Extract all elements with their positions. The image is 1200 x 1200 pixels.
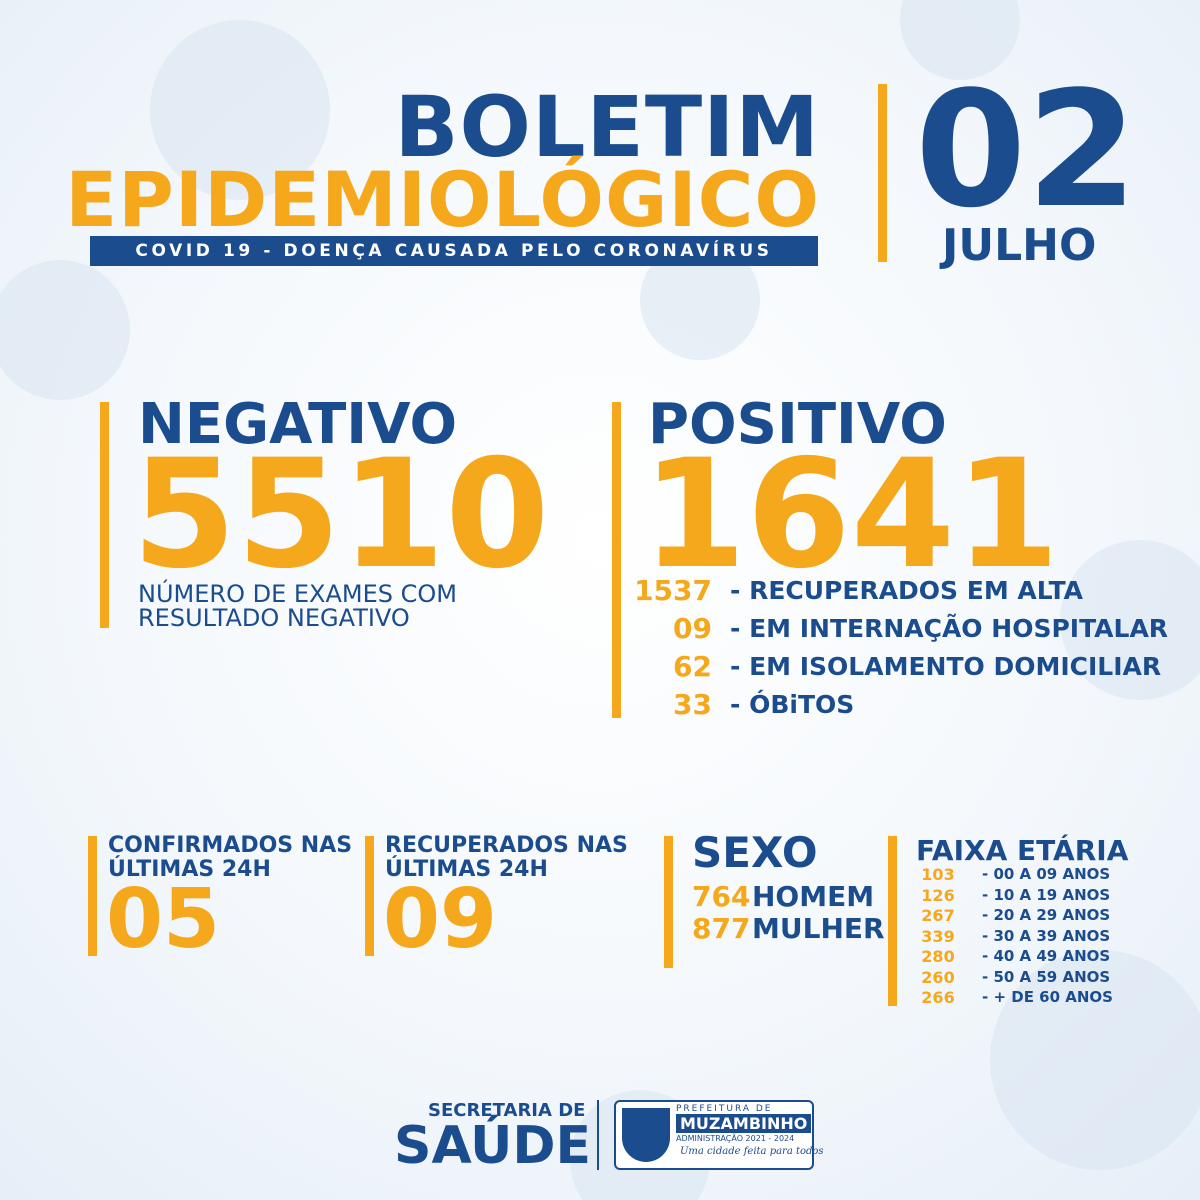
age-title: FAIXA ETÁRIA	[916, 834, 1129, 867]
subtitle-banner: COVID 19 - DOENÇA CAUSADA PELO CORONAVÍR…	[90, 236, 818, 266]
footer-saude: SAÚDE	[394, 1116, 592, 1176]
breakdown-value: 33	[673, 688, 712, 721]
age-label: - 30 A 39 ANOS	[982, 926, 1111, 945]
age-label: - 00 A 09 ANOS	[982, 865, 1111, 883]
breakdown-label: - EM INTERNAÇÃO HOSPITALAR	[730, 614, 1169, 643]
age-value: 266	[921, 988, 955, 1007]
positive-label: POSITIVO	[648, 392, 947, 457]
sex-title: SEXO	[692, 828, 818, 877]
sex-value: 877	[692, 912, 751, 945]
age-label: - 10 A 19 ANOS	[982, 885, 1111, 904]
text: NÚMERO DE EXAMES COM	[138, 580, 457, 608]
age-value: 126	[921, 885, 955, 905]
breakdown-label: - RECUPERADOS EM ALTA	[730, 576, 1084, 605]
breakdown-value: 09	[673, 612, 712, 645]
logo-city: MUZAMBINHO	[676, 1114, 812, 1133]
divider	[365, 836, 374, 956]
divider	[612, 402, 621, 718]
text: ÚLTIMAS 24H	[108, 857, 271, 882]
age-label: - + DE 60 ANOS	[982, 988, 1113, 1006]
title-line-2: EPIDEMIOLÓGICO	[65, 155, 820, 244]
recovered-value: 09	[383, 872, 498, 967]
text: CONFIRMADOS NAS	[108, 833, 353, 858]
age-value: 260	[921, 967, 955, 987]
age-value: 267	[921, 906, 955, 925]
sex-value: 764	[692, 880, 751, 913]
recovered-label: RECUPERADOS NAS ÚLTIMAS 24H	[385, 834, 628, 882]
divider	[888, 836, 897, 1006]
text: RESULTADO NEGATIVO	[138, 604, 410, 632]
divider	[878, 84, 887, 262]
breakdown-value: 62	[673, 650, 712, 683]
age-label: - 40 A 49 ANOS	[982, 947, 1111, 965]
negative-label: NEGATIVO	[138, 392, 458, 457]
footer-secretaria: SECRETARIA DE	[428, 1100, 586, 1121]
logo-slogan: Uma cidade feita para todos	[680, 1146, 824, 1157]
day: 02	[915, 56, 1138, 243]
age-value: 103	[921, 865, 955, 884]
negative-description: NÚMERO DE EXAMES COM RESULTADO NEGATIVO	[138, 582, 457, 630]
text: ÚLTIMAS 24H	[385, 857, 548, 882]
divider	[88, 836, 97, 956]
confirmed-value: 05	[106, 872, 221, 967]
divider	[100, 402, 109, 628]
breakdown-label: - ÓBiTOS	[730, 690, 855, 719]
sex-label: MULHER	[752, 912, 885, 945]
age-label: - 20 A 29 ANOS	[982, 906, 1111, 924]
logo-admin: ADMINISTRAÇÃO 2021 - 2024	[676, 1134, 795, 1143]
logo-prefeitura: PREFEITURA DE	[676, 1104, 773, 1114]
title-line-1: BOLETIM	[394, 78, 820, 176]
month: JULHO	[942, 220, 1097, 271]
logo-crest	[622, 1108, 670, 1162]
breakdown-value: 1537	[634, 574, 712, 607]
age-label: - 50 A 59 ANOS	[982, 967, 1111, 986]
logo: PREFEITURA DE MUZAMBINHO ADMINISTRAÇÃO 2…	[614, 1100, 824, 1170]
positive-value: 1641	[642, 428, 1060, 602]
divider	[664, 836, 673, 968]
sex-label: HOMEM	[752, 880, 875, 913]
negative-value: 5510	[132, 428, 550, 602]
breakdown-label: - EM ISOLAMENTO DOMICILIAR	[730, 652, 1162, 681]
confirmed-label: CONFIRMADOS NAS ÚLTIMAS 24H	[108, 834, 352, 882]
footer-divider	[597, 1100, 599, 1170]
age-value: 280	[921, 947, 955, 966]
age-value: 339	[921, 926, 955, 946]
text: RECUPERADOS NAS	[385, 833, 628, 858]
